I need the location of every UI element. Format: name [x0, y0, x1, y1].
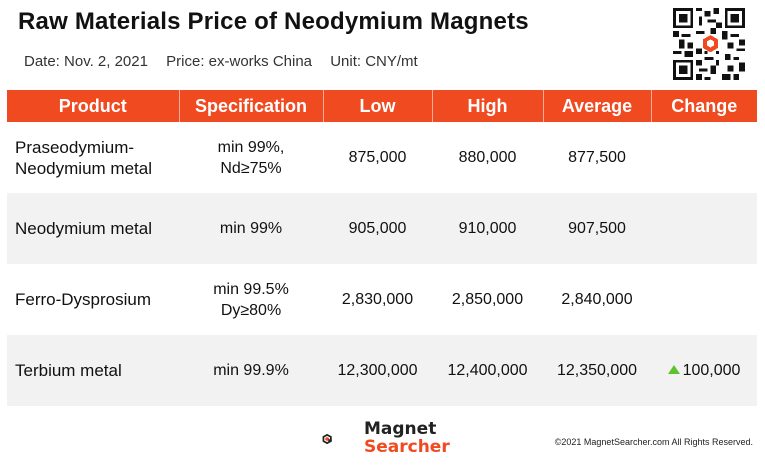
- page-title: Raw Materials Price of Neodymium Magnets: [18, 8, 529, 35]
- high-price-cell: 910,000: [432, 193, 543, 264]
- high-price-cell: 2,850,000: [451, 291, 524, 308]
- table-row: Terbium metal min 99.9% 12,300,000 12,40…: [7, 335, 757, 406]
- change-cell: [651, 193, 757, 264]
- subtitle: Date: Nov. 2, 2021 Price: ex-works China…: [24, 53, 432, 70]
- product-cell: Neodymium metal: [7, 193, 179, 264]
- average-price-cell: 2,840,000: [561, 291, 633, 308]
- product-cell: Ferro-Dysprosium: [15, 290, 152, 309]
- magnet-searcher-logo-icon: [322, 433, 332, 445]
- column-header-average: Average: [543, 90, 652, 122]
- table-header-row: Product Specification Low High Average C…: [7, 90, 757, 122]
- specification-cell: min 99%, Nd≥75%: [217, 138, 285, 177]
- low-price-cell: 2,830,000: [341, 291, 414, 308]
- average-price-cell: 12,350,000: [543, 335, 651, 406]
- low-price-cell: 875,000: [348, 149, 407, 166]
- column-header-change: Change: [651, 90, 757, 122]
- low-price-cell: 12,300,000: [323, 335, 432, 406]
- specification-cell: min 99%: [179, 193, 323, 264]
- brand-logo-text: Magnet Searcher: [364, 420, 450, 456]
- column-header-product: Product: [7, 90, 180, 122]
- change-value: 100,000: [682, 362, 741, 379]
- low-price-cell: 905,000: [323, 193, 432, 264]
- average-price-cell: 907,500: [543, 193, 651, 264]
- column-header-low: Low: [323, 90, 433, 122]
- change-cell: [651, 122, 757, 193]
- average-price-cell: 877,500: [568, 149, 626, 166]
- price-table: Product Specification Low High Average C…: [7, 90, 757, 406]
- specification-cell: min 99.5% Dy≥80%: [213, 280, 289, 319]
- price-basis-label: Price: ex-works China: [166, 53, 313, 70]
- column-header-high: High: [432, 90, 544, 122]
- unit-label: Unit: CNY/mt: [330, 53, 418, 70]
- copyright-notice: ©2021 MagnetSearcher.com All Rights Rese…: [554, 437, 753, 447]
- date-label: Date: Nov. 2, 2021: [24, 53, 148, 70]
- product-cell: Praseodymium- Neodymium metal: [15, 137, 152, 178]
- table-row: Neodymium metal min 99% 905,000 910,000 …: [7, 193, 757, 264]
- logo-line-2: Searcher: [364, 437, 450, 457]
- change-cell: 100,000: [651, 335, 757, 406]
- column-header-specification: Specification: [179, 90, 324, 122]
- table-row: Praseodymium- Neodymium metal min 99%, N…: [7, 122, 757, 193]
- logo-line-1: Magnet: [364, 419, 437, 439]
- high-price-cell: 12,400,000: [432, 335, 543, 406]
- change-cell: [651, 264, 757, 335]
- up-triangle-icon: [667, 365, 680, 374]
- product-cell: Terbium metal: [7, 335, 179, 406]
- specification-cell: min 99.9%: [179, 335, 323, 406]
- table-row: Ferro-Dysprosium min 99.5% Dy≥80% 2,830,…: [7, 264, 757, 335]
- high-price-cell: 880,000: [458, 149, 517, 166]
- qr-code-icon: [673, 8, 745, 80]
